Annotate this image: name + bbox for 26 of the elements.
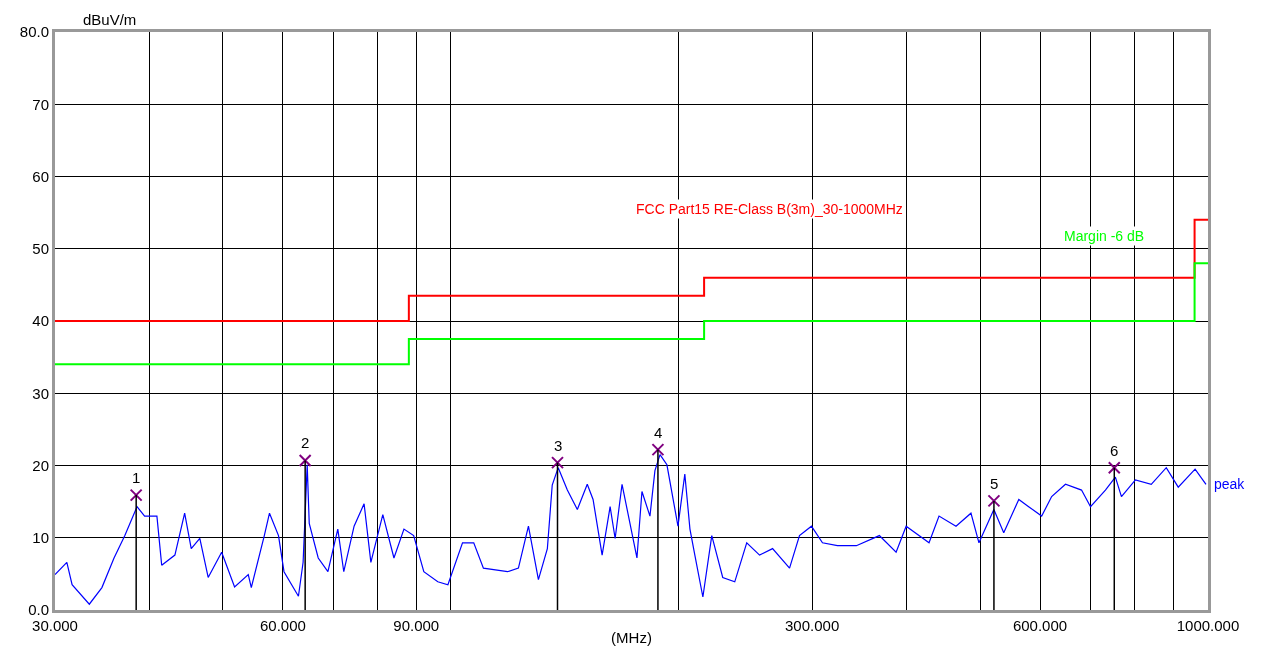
x-tick-label: 1000.000 [1176,617,1240,634]
annotation: 3 [554,437,563,454]
text: FCC Part15 RE-Class B(3m)_30-1000MHz [636,201,903,217]
y-tick-label: 10 [32,529,49,546]
x-tick-label: 60.000 [259,617,306,634]
x-tick-label: 90.000 [393,617,440,634]
y-tick-label: 40 [32,312,49,330]
y-tick-label: 20 [32,456,49,474]
y-tick-label: 70 [32,95,49,113]
annotation: 1 [132,469,141,486]
y-tick-label: 30 [32,384,49,402]
x-axis-title: (MHz) [611,629,652,646]
x-tick-label: 30.000 [32,617,78,634]
x-tick-label: 600.000 [1012,617,1068,634]
annotation: 4 [654,424,663,441]
series-label: peak [1214,476,1246,492]
y-tick-label: 60 [32,167,49,185]
y-tick-label: 80.0 [19,23,49,41]
annotation: 6 [1110,442,1119,459]
y-axis-title: dBuV/m [83,11,137,28]
y-tick-label: 50 [32,240,49,257]
x-tick-label: 300.000 [785,617,840,634]
y-tick-label: 0.0 [28,601,49,619]
annotation: 2 [301,434,310,451]
annotation: 5 [990,475,999,492]
text: Margin -6 dB [1064,228,1145,244]
